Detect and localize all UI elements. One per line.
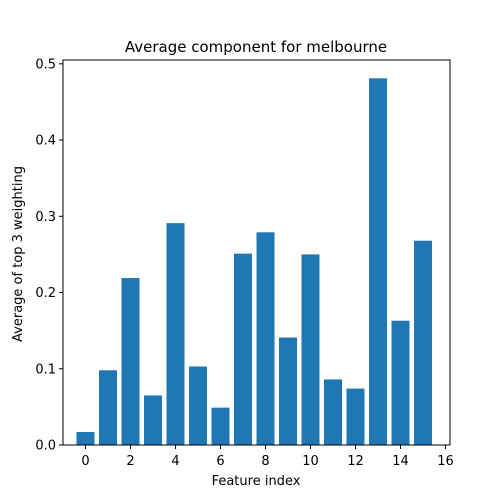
x-ticks-group: 0 2 4 6 8 10 12 14 16 [81,445,454,469]
x-tick-label: 14 [392,454,409,469]
x-tick-label: 6 [216,454,224,469]
bar-12 [346,388,365,445]
bar-6 [211,407,230,445]
y-tick-label: 0.1 [35,362,56,377]
bars-group [76,78,432,445]
y-ticks-group: 0.0 0.1 0.2 0.3 0.4 0.5 [35,57,63,454]
bar-7 [234,253,252,445]
x-tick-label: 2 [126,454,134,469]
x-tick-label: 10 [302,454,319,469]
y-tick-label: 0.5 [35,57,56,72]
bar-8 [256,232,275,445]
x-tick-label: 4 [171,454,179,469]
bar-0 [76,432,95,445]
y-tick-label: 0.0 [35,439,56,454]
bar-4 [166,223,185,445]
y-axis-label: Average of top 3 weighting [11,166,26,342]
bar-13 [369,78,387,445]
x-tick-label: 16 [437,454,454,469]
x-tick-label: 0 [81,454,89,469]
bar-1 [99,370,117,445]
bar-5 [189,366,207,445]
bar-3 [144,395,162,445]
bar-2 [121,278,140,445]
y-tick-label: 0.4 [35,134,56,149]
chart-title: Average component for melbourne [125,38,387,56]
bar-15 [414,240,432,445]
y-tick-label: 0.2 [35,286,56,301]
bar-10 [301,254,320,445]
bar-14 [391,320,410,445]
y-tick-label: 0.3 [35,210,56,225]
x-tick-label: 8 [261,454,269,469]
x-axis-label: Feature index [212,474,301,489]
bar-11 [324,379,342,445]
plot-frame [62,59,451,446]
x-tick-label: 12 [347,454,364,469]
bar-9 [279,337,297,445]
